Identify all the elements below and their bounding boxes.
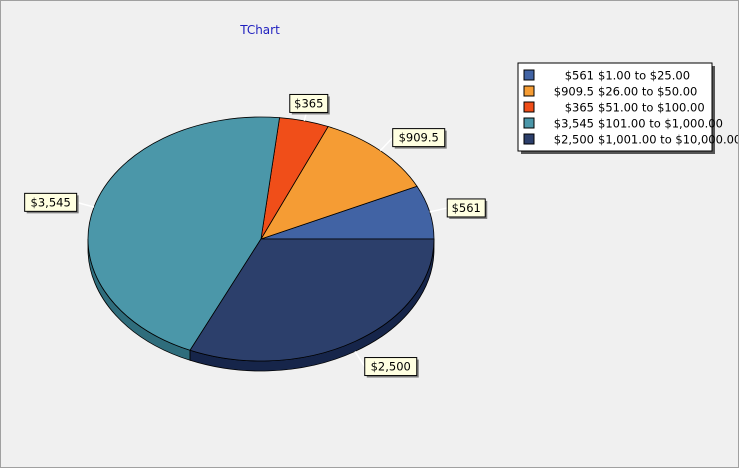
legend-range: $51.00 to $100.00 (598, 101, 705, 115)
legend-value: $909.5 (554, 85, 594, 99)
slice-leader-line-3 (76, 201, 95, 208)
slice-label-text: $365 (294, 96, 323, 110)
legend-value: $2,500 (554, 133, 594, 147)
slice-label-text: $3,545 (31, 195, 71, 209)
legend-item-3: $3,545 $101.00 to $1,000.00 (523, 117, 723, 131)
legend-swatch (523, 85, 535, 97)
legend-range: $1.00 to $25.00 (598, 69, 690, 83)
legend-value: $365 (565, 101, 594, 115)
slice-leader-line-0 (429, 207, 448, 213)
slice-label-0: $561 (446, 198, 488, 219)
slice-label-box (364, 357, 418, 377)
chart-title: TChart (239, 23, 280, 37)
slice-label-box (446, 198, 486, 218)
slice-label-text: $909.5 (399, 131, 439, 145)
slice-label-text: $2,500 (371, 360, 411, 374)
pie-slice-1 (260, 126, 418, 240)
pie-slice-4 (189, 238, 435, 362)
slice-label-1: $909.5 (392, 128, 447, 149)
slice-label-2: $365 (289, 93, 330, 115)
legend: $561 $1.00 to $25.00 $909.5 $26.00 to $50.0… (517, 62, 738, 154)
legend-item-4: $2,500 $1,001.00 to $10,000.00 (523, 133, 738, 147)
slice-label-box (24, 192, 78, 212)
legend-swatch (523, 133, 535, 145)
legend-item-0: $561 $1.00 to $25.00 (523, 69, 690, 83)
legend-range: $26.00 to $50.00 (598, 85, 697, 99)
slice-leader-line-4 (354, 351, 366, 367)
slice-label-box (392, 128, 446, 148)
legend-range: $101.00 to $1,000.00 (598, 117, 723, 131)
legend-item-2: $365 $51.00 to $100.00 (523, 101, 705, 115)
legend-value: $561 (565, 69, 594, 83)
pie-top-group (87, 116, 435, 362)
slice-label-box (289, 93, 329, 113)
slice-label-3: $3,545 (24, 192, 79, 214)
slice-labels: $561 $909.5 $365 $3,545 $2,500 (24, 93, 488, 378)
pie-slice-3 (87, 116, 280, 351)
slice-label-4: $2,500 (364, 357, 419, 378)
legend-range: $1,001.00 to $10,000.00 (598, 133, 738, 147)
legend-item-1: $909.5 $26.00 to $50.00 (523, 85, 697, 99)
legend-swatch (523, 101, 535, 113)
slice-leader-line-1 (379, 137, 394, 152)
legend-swatch (523, 117, 535, 129)
slice-label-text: $561 (452, 201, 481, 215)
legend-box (517, 62, 713, 152)
legend-value: $3,545 (554, 117, 594, 131)
legend-swatch (523, 69, 535, 81)
